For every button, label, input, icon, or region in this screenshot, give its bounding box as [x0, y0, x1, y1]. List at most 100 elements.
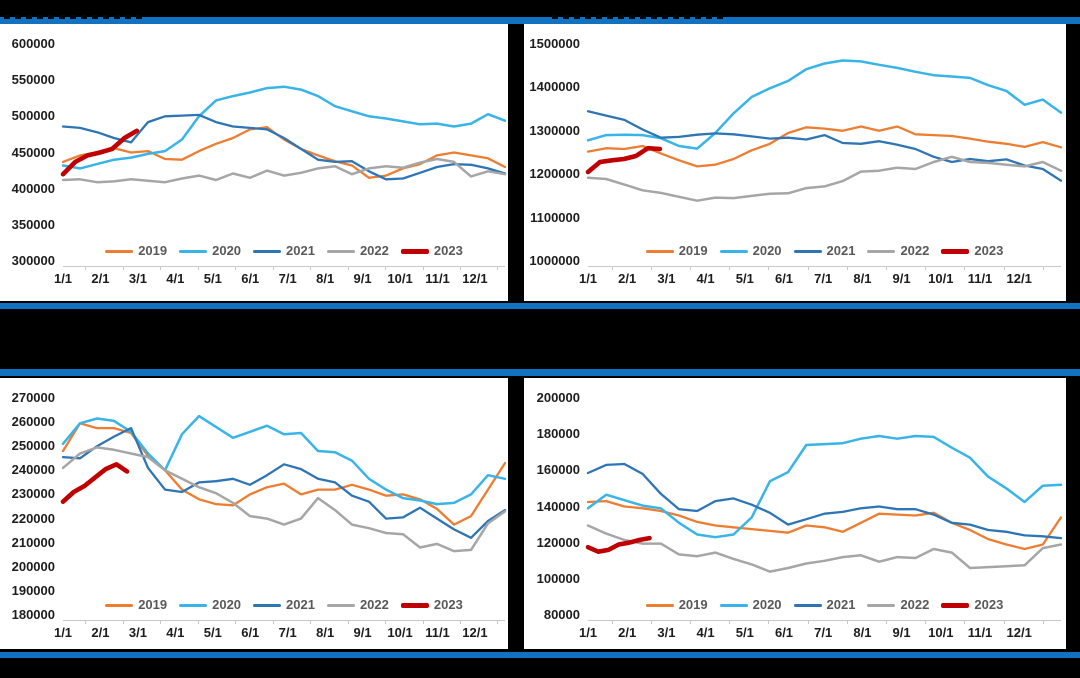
legend-swatch-2022 — [867, 603, 896, 607]
x-axis-tick — [160, 620, 162, 624]
x-axis-tick — [611, 620, 613, 624]
legend-swatch-2022 — [867, 249, 896, 253]
x-axis-line — [588, 266, 1061, 267]
x-axis-line — [588, 620, 1061, 621]
series-line-2022 — [61, 446, 507, 553]
x-axis-tick — [1003, 266, 1005, 270]
series-line-2023 — [585, 535, 652, 554]
legend-swatch-2022 — [326, 603, 355, 607]
y-axis-label: 200000 — [11, 558, 55, 574]
y-axis-label: 200000 — [536, 390, 580, 405]
x-axis-label: 8/1 — [316, 625, 335, 640]
x-axis-label: 3/1 — [657, 625, 676, 640]
series-line-2020 — [61, 414, 507, 506]
y-axis-label: 500000 — [11, 108, 55, 124]
legend-swatch-2021 — [793, 603, 822, 607]
y-axis-label: 100000 — [536, 570, 580, 586]
x-axis-label: 3/1 — [128, 625, 147, 640]
legend-label-2021: 2021 — [826, 243, 856, 258]
x-axis-label: 4/1 — [696, 271, 715, 286]
x-axis-label: 5/1 — [203, 625, 222, 640]
legend-item-2023: 2023 — [941, 244, 1003, 258]
x-axis-label: 5/1 — [203, 271, 222, 286]
y-axis-label: 240000 — [11, 462, 55, 478]
legend-label-2020: 2020 — [212, 243, 242, 258]
x-axis-tick — [964, 266, 966, 270]
x-axis-tick — [650, 266, 652, 270]
x-axis-label: 6/1 — [774, 625, 794, 640]
x-axis-label: 9/1 — [353, 271, 372, 286]
x-axis-label: 5/1 — [735, 271, 754, 286]
x-axis-tick — [197, 620, 199, 624]
x-axis-label: 6/1 — [241, 625, 260, 640]
series-line-2023 — [60, 128, 140, 177]
legend-item-2022: 2022 — [867, 244, 929, 258]
chart-legend: 2019 2020 2021 2022 2023 — [63, 596, 505, 614]
x-axis-tick — [846, 266, 848, 270]
x-axis-tick — [122, 266, 124, 270]
x-axis-label: 10/1 — [387, 625, 413, 640]
x-axis-line — [63, 620, 505, 621]
x-axis-tick — [964, 620, 966, 624]
x-axis-label: 3/1 — [128, 271, 147, 286]
legend-swatch-2019 — [645, 249, 674, 253]
x-axis-label: 10/1 — [928, 271, 954, 286]
x-axis-tick — [729, 620, 731, 624]
chart-panel-bottom-left: 270000 260000 250000 240000 230000 220000 2100… — [0, 378, 508, 649]
x-axis-tick — [85, 620, 87, 624]
legend-item-2021: 2021 — [793, 243, 856, 258]
legend-label-2023: 2023 — [974, 597, 1004, 612]
y-axis-label: 160000 — [536, 462, 580, 478]
legend-swatch-2021 — [793, 249, 822, 253]
x-axis-label: 11/1 — [967, 625, 993, 640]
series-line-2022 — [61, 157, 507, 184]
x-axis-tick — [1003, 620, 1005, 624]
y-axis-label: 550000 — [11, 72, 55, 88]
y-axis-label: 1200000 — [529, 166, 580, 182]
y-axis-label: 400000 — [11, 180, 55, 196]
legend-swatch-2019 — [105, 603, 134, 607]
y-axis-label: 140000 — [536, 498, 580, 514]
legend-swatch-2023 — [941, 602, 970, 608]
y-axis-label: 260000 — [11, 414, 55, 430]
legend-item-2020: 2020 — [179, 598, 241, 612]
y-axis-label: 230000 — [11, 486, 55, 502]
legend-swatch-2023 — [400, 602, 429, 608]
x-axis-tick — [235, 620, 237, 624]
x-axis-label: 3/1 — [657, 271, 676, 286]
legend-label-2023: 2023 — [433, 243, 463, 258]
series-line-2019 — [61, 422, 507, 526]
x-axis-tick — [497, 266, 499, 270]
legend-item-2020: 2020 — [179, 244, 241, 258]
x-axis-label: 11/1 — [425, 271, 450, 286]
legend-item-2021: 2021 — [793, 598, 855, 612]
series-line-2023 — [60, 462, 130, 504]
x-axis-label: 6/1 — [241, 271, 260, 286]
x-axis-tick — [925, 620, 927, 624]
series-line-2019 — [586, 499, 1063, 551]
x-axis-label: 4/1 — [166, 271, 185, 286]
y-axis-label: 210000 — [11, 534, 55, 550]
series-line-2023 — [585, 145, 663, 175]
x-axis-label: 10/1 — [387, 271, 413, 286]
x-axis-label: 11/1 — [967, 271, 993, 286]
series-line-2021 — [61, 426, 507, 539]
x-axis-tick — [689, 620, 691, 624]
legend-label-2020: 2020 — [752, 597, 782, 612]
x-axis-tick — [459, 620, 461, 624]
series-line-2021 — [586, 462, 1063, 540]
x-axis-label: 12/1 — [1006, 271, 1032, 286]
legend-swatch-2019 — [645, 603, 674, 607]
chart-panel-top-right: 1500000 1400000 1300000 1200000 1100000 10000… — [524, 24, 1066, 301]
x-axis-tick — [1042, 266, 1044, 270]
x-axis-tick — [272, 266, 274, 270]
x-axis-label: 2/1 — [618, 271, 637, 286]
x-axis-tick — [1042, 620, 1044, 624]
legend-label-2022: 2022 — [900, 243, 930, 258]
x-axis-label: 9/1 — [892, 625, 911, 640]
x-axis-tick — [235, 266, 237, 270]
legend-label-2022: 2022 — [359, 597, 389, 612]
x-axis-label: 7/1 — [814, 625, 833, 640]
y-axis-label: 80000 — [543, 607, 580, 622]
